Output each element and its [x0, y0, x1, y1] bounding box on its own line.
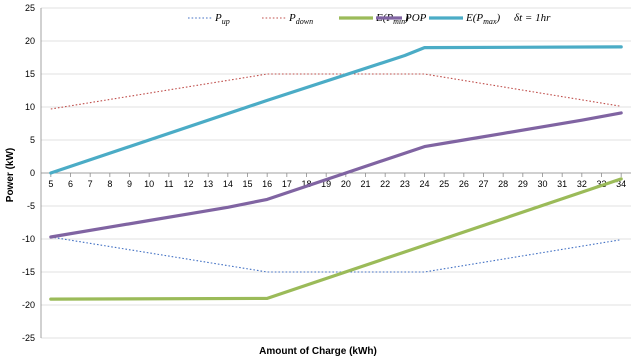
y-tick-label: -5 [27, 201, 35, 211]
x-tick-label: 31 [557, 179, 567, 189]
x-tick-label: 26 [459, 179, 469, 189]
y-tick-label: 5 [30, 135, 35, 145]
x-tick-label: 23 [400, 179, 410, 189]
x-tick-label: 32 [577, 179, 587, 189]
legend-label: E(Pmax) [465, 12, 500, 26]
legend-entry: Pup [188, 12, 230, 26]
series-line-e-p-min [49, 177, 623, 301]
legend-entry: POP [376, 12, 427, 24]
series-line-p-down [50, 73, 622, 110]
series-line-pop [49, 111, 623, 239]
x-tick-label: 30 [537, 179, 547, 189]
y-tick-label: -25 [22, 333, 35, 343]
x-tick-label: 7 [88, 179, 93, 189]
x-tick-label: 18 [301, 179, 311, 189]
y-tick-label: -10 [22, 234, 35, 244]
legend-label: Pdown [288, 12, 313, 26]
x-tick-label: 28 [498, 179, 508, 189]
y-tick-label: -15 [22, 267, 35, 277]
axes: -25 -20 -15 -10 -5 0 5 10 15 20 25 5 6 7 8 9 10 11 12 13 14 1… [22, 3, 631, 343]
x-tick-label: 17 [282, 179, 292, 189]
x-tick-label: 8 [107, 179, 112, 189]
x-tick-label: 22 [380, 179, 390, 189]
x-tick-label: 14 [223, 179, 233, 189]
y-tick-label: 10 [25, 102, 35, 112]
x-tick-label: 27 [478, 179, 488, 189]
x-tick-label: 9 [127, 179, 132, 189]
x-tick-label: 34 [616, 179, 626, 189]
x-tick-label: 6 [68, 179, 73, 189]
x-tick-label: 13 [203, 179, 213, 189]
y-tick-label: 20 [25, 36, 35, 46]
x-tick-label: 19 [321, 179, 331, 189]
x-axis-title: Amount of Charge (kWh) [259, 346, 377, 357]
y-tick-label: 15 [25, 69, 35, 79]
x-tick-label: 15 [242, 179, 252, 189]
x-tick-label: 24 [419, 179, 429, 189]
series-line-p-up [50, 236, 622, 273]
legend-label: Pup [214, 12, 230, 26]
legend-time-step-note: δt = 1hr [514, 12, 551, 24]
x-tick-label: 16 [262, 179, 272, 189]
x-tick-label: 21 [360, 179, 370, 189]
x-tick-label: 10 [144, 179, 154, 189]
legend-entry: Pdown [262, 12, 313, 26]
series-line-e-p-max [49, 45, 623, 175]
legend-entry: E(Pmax) [429, 12, 500, 26]
x-tick-label: 5 [48, 179, 53, 189]
x-tick-label: 20 [341, 179, 351, 189]
x-tick-label: 29 [518, 179, 528, 189]
x-tick-label: 12 [183, 179, 193, 189]
series-lines [49, 45, 623, 301]
y-axis-title: Power (kW) [5, 148, 16, 202]
y-tick-label: -20 [22, 300, 35, 310]
legend-label: POP [404, 12, 427, 24]
x-tick-label: 11 [164, 179, 173, 189]
y-tick-label: 25 [25, 3, 35, 13]
y-tick-label: 0 [30, 168, 35, 178]
x-tick-label: 25 [439, 179, 449, 189]
